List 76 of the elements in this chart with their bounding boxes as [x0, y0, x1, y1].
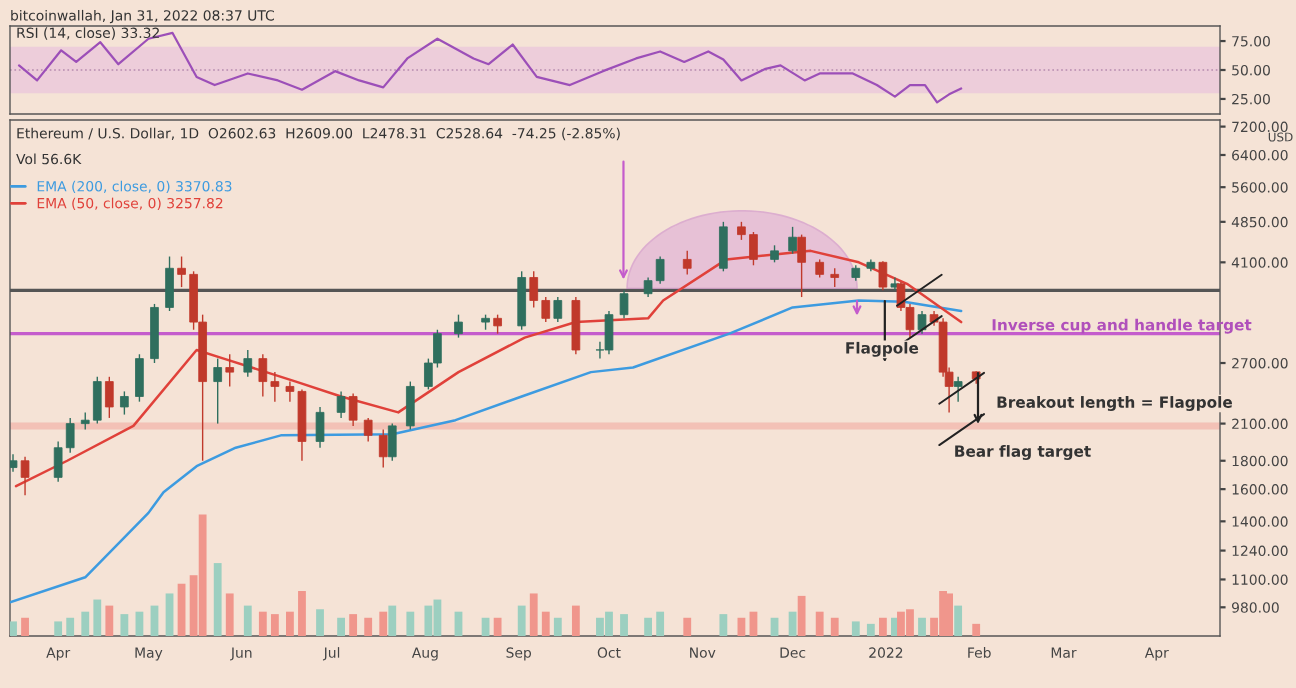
bar [541, 611, 550, 636]
bar [120, 614, 129, 636]
bar [165, 593, 174, 636]
bar [815, 611, 824, 636]
candlestick [815, 258, 825, 279]
candlestick [878, 260, 888, 292]
bar [719, 614, 728, 636]
bar [213, 563, 222, 636]
bar [830, 617, 839, 636]
bar [644, 617, 653, 636]
candlestick [135, 353, 144, 403]
line-series [17, 31, 963, 104]
candlestick [105, 376, 114, 419]
bar [493, 617, 502, 636]
bar [788, 611, 797, 636]
candlestick [830, 267, 840, 288]
bar [93, 599, 102, 636]
candlestick [225, 353, 235, 388]
bar [571, 605, 580, 636]
candlestick [315, 406, 325, 449]
candlestick [797, 233, 806, 298]
candlestick [165, 255, 174, 312]
bar [424, 605, 433, 636]
bar [337, 617, 346, 636]
bar [851, 621, 860, 636]
candlestick [454, 313, 463, 339]
bar [797, 595, 806, 636]
candlestick [619, 289, 629, 320]
bar [298, 591, 306, 636]
candlestick [120, 390, 129, 416]
bar [918, 617, 926, 636]
bar [316, 609, 324, 636]
bar [243, 605, 252, 636]
bar [388, 605, 397, 636]
bar [972, 623, 981, 636]
candlestick [348, 392, 358, 427]
candlestick [917, 310, 927, 335]
bar [683, 617, 692, 636]
candlestick [788, 226, 797, 255]
bar [105, 605, 114, 636]
candlestick [363, 417, 373, 443]
bar [406, 611, 415, 636]
bar [878, 617, 887, 636]
bar [286, 611, 294, 636]
bar [553, 617, 562, 636]
candlestick [20, 456, 30, 496]
bar [54, 621, 63, 636]
bar [198, 514, 207, 636]
bar [517, 605, 526, 636]
candlestick [953, 376, 963, 403]
bar [21, 617, 29, 636]
candlestick [336, 390, 346, 419]
bar [258, 611, 267, 636]
candlestick [213, 357, 223, 425]
bar [10, 621, 17, 636]
bar [945, 593, 954, 636]
bar [954, 605, 963, 636]
bar [81, 611, 90, 636]
bar [349, 614, 358, 636]
candlestick [493, 313, 502, 335]
candlestick [387, 422, 397, 462]
bar [66, 617, 75, 636]
bar [270, 614, 279, 636]
bar [656, 611, 665, 636]
candlestick [719, 221, 728, 273]
candlestick [405, 380, 415, 431]
bar [620, 614, 628, 636]
candlestick [243, 349, 253, 378]
candlestick [553, 296, 563, 323]
candlestick [682, 250, 692, 276]
candlestick [378, 428, 388, 469]
bar [225, 593, 234, 636]
bar [379, 611, 388, 636]
bar [364, 617, 373, 636]
bar [529, 593, 538, 636]
bar [866, 623, 875, 636]
